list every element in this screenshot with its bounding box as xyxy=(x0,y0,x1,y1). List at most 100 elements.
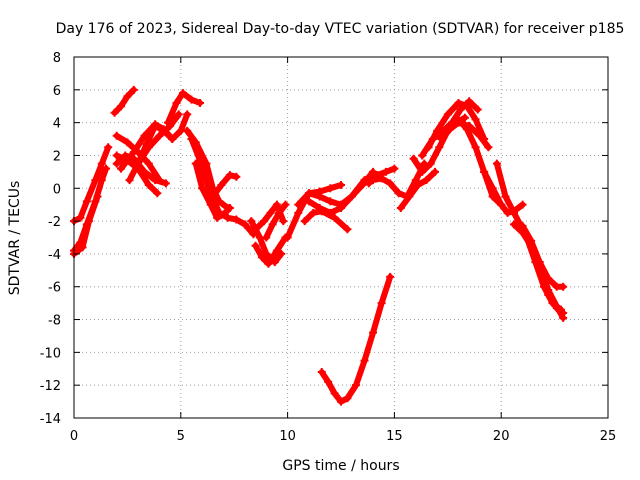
data-point xyxy=(390,164,399,173)
data-point xyxy=(559,313,568,322)
data-point xyxy=(204,184,213,193)
data-point xyxy=(531,258,540,267)
x-tick-label: 5 xyxy=(177,429,185,444)
data-point xyxy=(279,217,288,226)
data-point xyxy=(475,131,484,140)
data-point xyxy=(112,151,121,160)
data-point xyxy=(183,110,192,119)
data-point xyxy=(257,253,266,262)
data-point xyxy=(418,167,427,176)
data-point xyxy=(208,192,217,201)
data-point xyxy=(377,299,386,308)
data-point xyxy=(172,98,181,107)
data-point xyxy=(418,151,427,160)
data-point xyxy=(97,176,106,185)
series-line-track-23 xyxy=(306,177,368,216)
data-point xyxy=(497,200,506,209)
data-point xyxy=(251,225,260,234)
y-tick-label: -12 xyxy=(40,379,61,394)
data-point xyxy=(264,259,273,268)
y-tick-label: 2 xyxy=(53,149,61,164)
data-point xyxy=(426,159,435,168)
data-point xyxy=(277,249,286,258)
data-point xyxy=(304,197,313,206)
series-line-track-9 xyxy=(126,111,182,184)
data-point xyxy=(369,167,378,176)
data-point xyxy=(343,225,352,234)
data-point xyxy=(116,102,125,111)
data-point xyxy=(343,394,352,403)
data-point xyxy=(247,217,256,226)
data-point xyxy=(304,189,313,198)
x-tick-label: 25 xyxy=(600,429,617,444)
data-point xyxy=(317,368,326,377)
data-point xyxy=(557,305,566,314)
series-line-track-19 xyxy=(263,201,289,241)
data-point xyxy=(405,192,414,201)
data-point xyxy=(272,246,281,255)
data-point xyxy=(161,179,170,188)
data-point xyxy=(471,115,480,124)
data-point xyxy=(435,143,444,152)
data-point xyxy=(337,180,345,189)
data-point xyxy=(213,213,222,222)
axis-ticks xyxy=(73,56,609,419)
data-point xyxy=(155,176,164,185)
series-line-track-24 xyxy=(318,273,394,405)
data-point xyxy=(315,203,324,212)
data-point xyxy=(112,159,121,168)
data-point xyxy=(473,105,482,114)
data-point xyxy=(134,159,143,168)
x-tick-label: 0 xyxy=(70,429,78,444)
series-line-track-4 xyxy=(111,86,137,116)
data-point xyxy=(488,184,497,193)
data-point xyxy=(463,125,472,134)
data-point xyxy=(294,208,303,217)
data-point xyxy=(187,135,196,144)
data-point xyxy=(326,208,335,217)
data-point xyxy=(330,213,339,222)
data-point xyxy=(460,113,469,122)
data-point xyxy=(112,131,121,140)
data-point xyxy=(283,233,292,242)
x-axis-label: GPS time / hours xyxy=(282,458,399,474)
series-line-track-34 xyxy=(493,160,567,290)
x-tick-label: 20 xyxy=(493,429,510,444)
data-point xyxy=(465,97,474,106)
data-point xyxy=(330,389,339,398)
data-point xyxy=(377,174,386,183)
y-tick-label: -14 xyxy=(40,412,61,427)
data-point xyxy=(454,115,463,124)
data-point xyxy=(337,397,345,406)
data-point xyxy=(409,154,418,163)
data-point xyxy=(484,143,493,152)
data-point xyxy=(240,220,249,229)
y-tick-label: 6 xyxy=(53,84,61,99)
data-point xyxy=(268,220,277,229)
data-point xyxy=(275,208,284,217)
y-tick-label: 0 xyxy=(53,182,61,197)
y-axis-label: SDTVAR / TECUs xyxy=(7,181,23,296)
y-tick-labels: -14 -12 -10 -8 -6 -4 -2 0 2 4 6 8 xyxy=(40,51,61,427)
data-point xyxy=(232,215,241,224)
data-point xyxy=(430,167,439,176)
data-point xyxy=(559,282,568,291)
data-point xyxy=(347,192,356,201)
data-point xyxy=(110,108,119,117)
data-point xyxy=(445,121,454,130)
data-point xyxy=(217,180,226,189)
series-line-track-3 xyxy=(71,193,101,257)
data-point xyxy=(140,131,149,140)
data-point xyxy=(168,135,177,144)
data-point xyxy=(129,85,138,94)
data-point xyxy=(501,192,510,201)
data-point xyxy=(272,200,281,209)
y-tick-label: -8 xyxy=(48,314,61,329)
data-point xyxy=(471,143,480,152)
data-point xyxy=(78,243,87,252)
data-point xyxy=(155,131,164,140)
data-point xyxy=(351,381,360,390)
data-point xyxy=(492,159,501,168)
data-point xyxy=(93,192,102,201)
